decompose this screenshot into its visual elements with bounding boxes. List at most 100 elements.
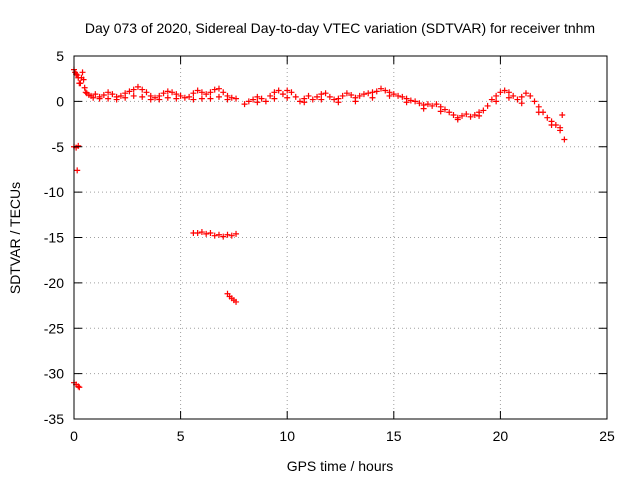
y-tick-label: -10 xyxy=(44,184,64,200)
data-point xyxy=(518,93,525,100)
data-point xyxy=(369,89,376,96)
data-point xyxy=(484,102,491,109)
y-tick-label: -30 xyxy=(44,366,64,382)
data-point xyxy=(326,93,333,100)
data-point xyxy=(309,96,316,103)
data-point xyxy=(75,383,82,390)
data-point xyxy=(441,106,448,113)
data-point xyxy=(450,111,457,118)
data-point xyxy=(122,94,129,101)
data-point xyxy=(493,92,500,99)
data-point xyxy=(429,102,436,109)
data-points xyxy=(71,66,568,391)
data-point xyxy=(386,92,393,99)
data-point xyxy=(505,94,512,101)
x-tick-label: 15 xyxy=(386,428,402,444)
data-point xyxy=(267,92,274,99)
data-point xyxy=(463,111,470,118)
data-point xyxy=(446,109,453,116)
data-point xyxy=(215,93,222,100)
data-point xyxy=(514,96,521,103)
data-point xyxy=(548,121,555,128)
data-point xyxy=(198,229,205,236)
x-tick-label: 25 xyxy=(599,428,615,444)
data-point xyxy=(82,89,89,96)
data-point xyxy=(156,96,163,103)
data-point xyxy=(454,116,461,123)
data-point xyxy=(96,95,103,102)
data-point xyxy=(510,92,517,99)
data-point xyxy=(382,87,389,94)
data-point xyxy=(186,93,193,100)
data-point xyxy=(215,231,222,238)
y-tick-labels: 5 0 -5 -10 -15 -20 -25 -30 -35 xyxy=(44,48,64,427)
data-point xyxy=(544,114,551,121)
data-point xyxy=(288,89,295,96)
data-point xyxy=(220,233,227,240)
x-tick-label: 10 xyxy=(279,428,295,444)
data-point xyxy=(207,95,214,102)
data-point xyxy=(215,85,222,92)
data-point xyxy=(284,94,291,101)
chart-title: Day 073 of 2020, Sidereal Day-to-day VTE… xyxy=(85,20,595,36)
data-point xyxy=(74,167,81,174)
data-point xyxy=(412,98,419,105)
data-point xyxy=(416,100,423,107)
data-point xyxy=(92,91,99,98)
data-point xyxy=(130,92,137,99)
data-point xyxy=(559,111,566,118)
x-tick-labels: 0 5 10 15 20 25 xyxy=(70,428,615,444)
data-point xyxy=(143,89,150,96)
axis-ticks xyxy=(73,55,608,420)
data-point xyxy=(561,136,568,143)
data-point xyxy=(109,91,116,98)
data-point xyxy=(198,95,205,102)
data-point xyxy=(258,95,265,102)
data-point xyxy=(245,98,252,105)
data-point xyxy=(220,89,227,96)
data-point xyxy=(420,105,427,112)
data-point xyxy=(241,101,248,108)
data-point xyxy=(177,92,184,99)
data-point xyxy=(493,98,500,105)
data-point xyxy=(100,92,107,99)
data-point xyxy=(126,88,133,95)
data-point xyxy=(292,93,299,100)
data-point xyxy=(139,93,146,100)
data-point xyxy=(211,86,218,93)
x-tick-label: 0 xyxy=(70,428,78,444)
data-point xyxy=(395,92,402,99)
data-point xyxy=(117,92,124,99)
x-tick-label: 5 xyxy=(177,428,185,444)
y-tick-label: 5 xyxy=(56,48,64,64)
data-point xyxy=(279,91,286,98)
data-point xyxy=(74,72,81,79)
data-point xyxy=(348,92,355,99)
y-tick-label: -20 xyxy=(44,275,64,291)
data-point xyxy=(152,94,159,101)
data-point xyxy=(433,101,440,108)
data-point xyxy=(203,91,210,98)
data-point xyxy=(305,92,312,99)
data-point xyxy=(224,231,231,238)
data-point xyxy=(254,99,261,106)
data-point xyxy=(535,109,542,116)
data-point xyxy=(254,93,261,100)
data-point xyxy=(356,92,363,99)
data-point xyxy=(147,96,154,103)
y-tick-label: -5 xyxy=(52,139,65,155)
data-point xyxy=(75,142,82,149)
data-point xyxy=(459,112,466,119)
y-axis-label: SDTVAR / TECUs xyxy=(7,182,23,294)
data-point xyxy=(190,90,197,97)
data-point xyxy=(262,98,269,105)
data-point xyxy=(228,232,235,239)
data-point xyxy=(181,94,188,101)
data-point xyxy=(164,94,171,101)
data-point xyxy=(531,98,538,105)
data-point xyxy=(139,86,146,93)
data-point xyxy=(501,87,508,94)
data-point xyxy=(77,80,84,87)
data-point xyxy=(497,89,504,96)
